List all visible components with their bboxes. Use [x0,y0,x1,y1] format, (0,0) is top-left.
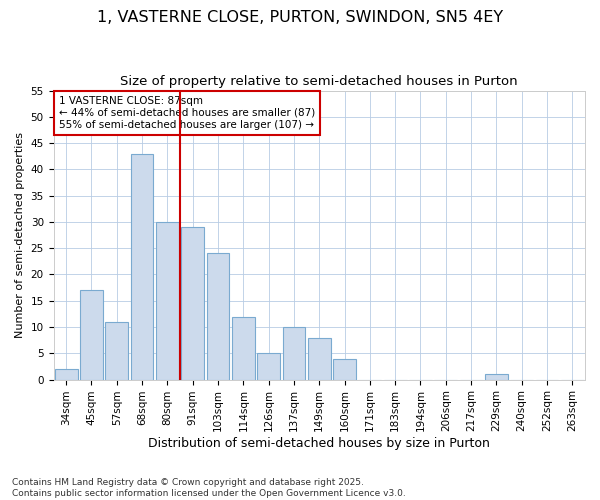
Bar [257,354,280,380]
Text: Contains HM Land Registry data © Crown copyright and database right 2025.
Contai: Contains HM Land Registry data © Crown c… [12,478,406,498]
X-axis label: Distribution of semi-detached houses by size in Purton: Distribution of semi-detached houses by … [148,437,490,450]
Bar [485,374,508,380]
Title: Size of property relative to semi-detached houses in Purton: Size of property relative to semi-detach… [121,75,518,88]
Bar [55,369,77,380]
Bar [156,222,179,380]
Bar [206,254,229,380]
Text: 1 VASTERNE CLOSE: 87sqm
← 44% of semi-detached houses are smaller (87)
55% of se: 1 VASTERNE CLOSE: 87sqm ← 44% of semi-de… [59,96,315,130]
Bar [308,338,331,380]
Bar [283,327,305,380]
Bar [80,290,103,380]
Text: 1, VASTERNE CLOSE, PURTON, SWINDON, SN5 4EY: 1, VASTERNE CLOSE, PURTON, SWINDON, SN5 … [97,10,503,25]
Bar [106,322,128,380]
Bar [181,227,204,380]
Bar [232,316,255,380]
Bar [131,154,154,380]
Y-axis label: Number of semi-detached properties: Number of semi-detached properties [15,132,25,338]
Bar [333,358,356,380]
